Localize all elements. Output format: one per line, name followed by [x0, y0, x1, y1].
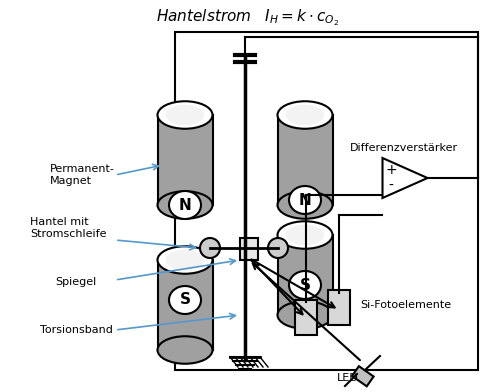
- Text: LED: LED: [337, 373, 359, 383]
- Bar: [157, 115, 213, 205]
- Ellipse shape: [286, 105, 324, 125]
- Ellipse shape: [166, 250, 204, 270]
- Bar: [295, 300, 317, 335]
- Text: N: N: [179, 198, 191, 212]
- Text: $\it{Hantelstrom}$   $I_H = k \cdot c_{O_2}$: $\it{Hantelstrom}$ $I_H = k \cdot c_{O_2…: [156, 8, 340, 28]
- Text: Si-Fotoelemente: Si-Fotoelemente: [360, 300, 451, 310]
- Text: S: S: [299, 278, 310, 292]
- Text: Hantel mit
Stromschleife: Hantel mit Stromschleife: [30, 217, 107, 239]
- Ellipse shape: [289, 271, 321, 299]
- Text: -: -: [388, 179, 393, 193]
- Text: Permanent-
Magnet: Permanent- Magnet: [50, 164, 115, 186]
- Ellipse shape: [277, 101, 333, 129]
- Ellipse shape: [157, 101, 213, 129]
- Ellipse shape: [157, 246, 213, 274]
- Ellipse shape: [200, 238, 220, 258]
- Ellipse shape: [157, 336, 213, 364]
- Ellipse shape: [166, 105, 204, 125]
- Ellipse shape: [277, 191, 333, 219]
- Text: Torsionsband: Torsionsband: [40, 325, 113, 335]
- Bar: [328, 290, 350, 325]
- Ellipse shape: [277, 221, 333, 249]
- Text: S: S: [179, 292, 191, 307]
- Text: Differenzverstärker: Differenzverstärker: [350, 143, 458, 153]
- Text: N: N: [299, 192, 311, 207]
- Polygon shape: [382, 158, 427, 198]
- Ellipse shape: [277, 301, 333, 329]
- Bar: [352, 366, 374, 387]
- Ellipse shape: [169, 191, 201, 219]
- Bar: [157, 260, 213, 350]
- Bar: [277, 235, 333, 315]
- Bar: [240, 238, 258, 260]
- Text: Spiegel: Spiegel: [55, 277, 96, 287]
- Ellipse shape: [157, 191, 213, 219]
- Ellipse shape: [268, 238, 288, 258]
- Bar: [277, 115, 333, 205]
- Ellipse shape: [169, 286, 201, 314]
- Ellipse shape: [289, 186, 321, 214]
- Ellipse shape: [286, 225, 324, 245]
- Text: +: +: [385, 163, 397, 177]
- Bar: [175, 32, 478, 370]
